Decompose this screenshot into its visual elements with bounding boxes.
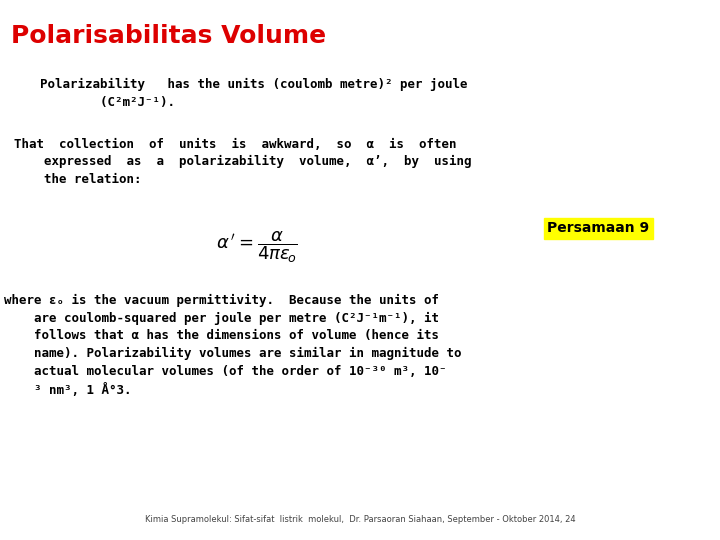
Text: Kimia Supramolekul: Sifat-sifat  listrik  molekul,  Dr. Parsaoran Siahaan, Septe: Kimia Supramolekul: Sifat-sifat listrik … [145, 515, 575, 524]
Text: Persamaan 9: Persamaan 9 [547, 221, 649, 235]
Text: $\alpha\,' = \dfrac{\alpha}{4\pi\varepsilon_{\!o}}$: $\alpha\,' = \dfrac{\alpha}{4\pi\varepsi… [216, 230, 297, 265]
Text: Polarizability   has the units (coulomb metre)² per joule
        (C²m²J⁻¹).: Polarizability has the units (coulomb me… [40, 78, 467, 109]
Text: Polarisabilitas Volume: Polarisabilitas Volume [11, 24, 326, 48]
Text: That  collection  of  units  is  awkward,  so  α  is  often
    expressed  as  a: That collection of units is awkward, so … [14, 138, 472, 186]
Text: where εₒ is the vacuum permittivity.  Because the units of
    are coulomb-squar: where εₒ is the vacuum permittivity. Bec… [4, 294, 461, 396]
